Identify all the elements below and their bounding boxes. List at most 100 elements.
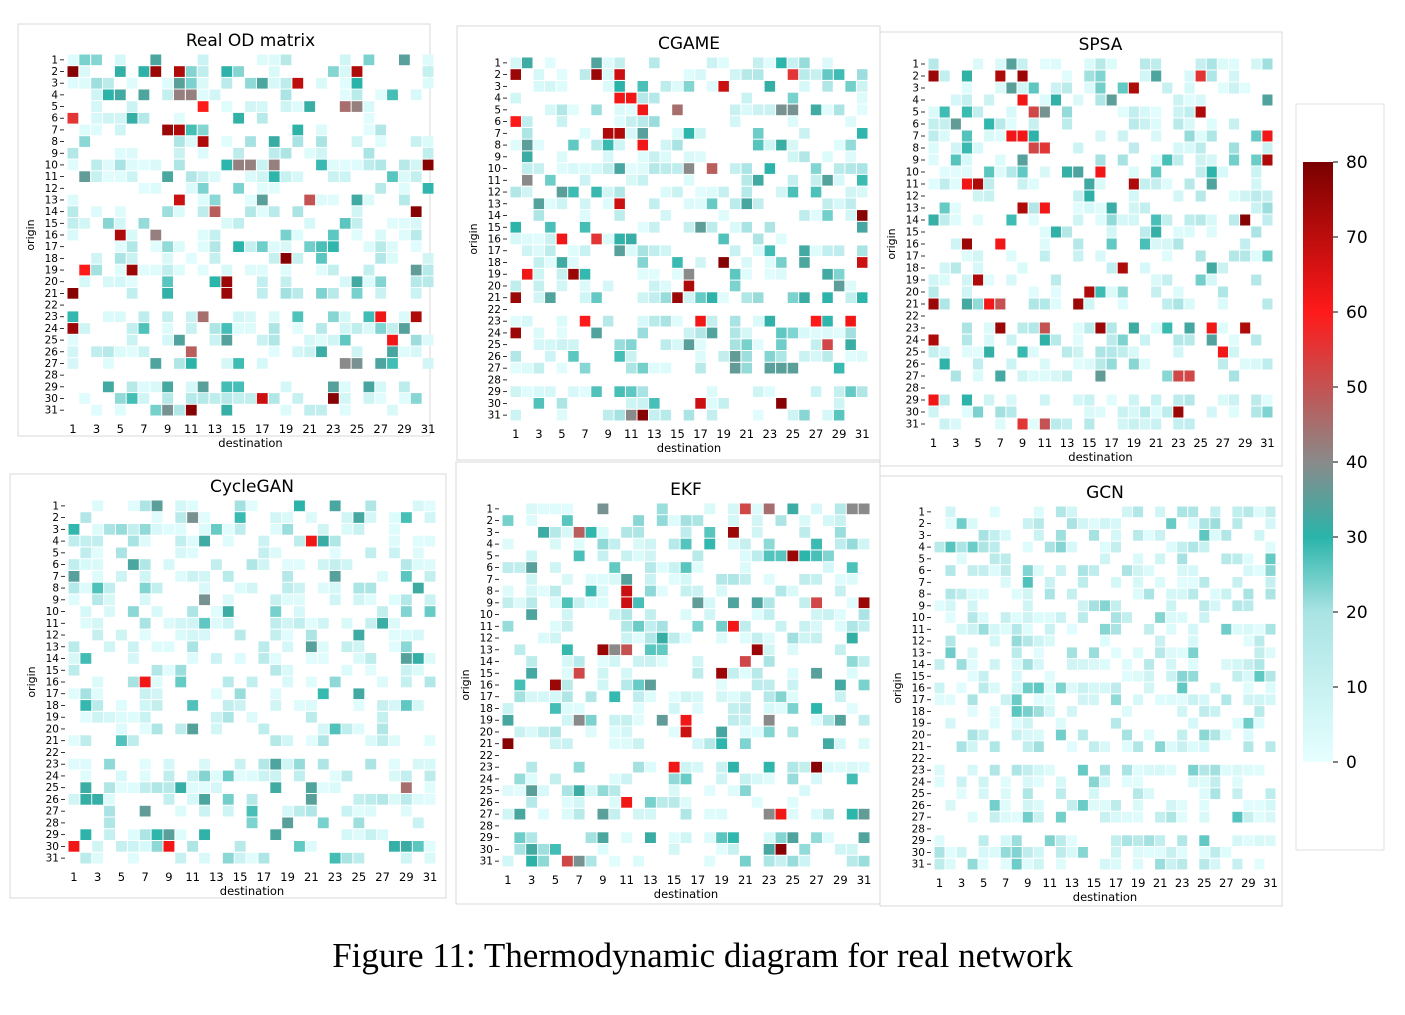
heatmap-cell [961, 130, 972, 142]
heatmap-cell [1033, 858, 1044, 870]
heatmap-cell [104, 817, 115, 829]
heatmap-cell [234, 841, 246, 852]
heatmap-cell [209, 194, 221, 206]
heatmap-cell [1243, 659, 1254, 670]
heatmap-cell [510, 116, 521, 127]
x-tick-label: 23 [326, 422, 341, 436]
x-tick-label: 7 [1002, 876, 1009, 890]
heatmap-cell [728, 527, 739, 538]
heatmap-cell [104, 606, 115, 617]
heatmap-cell [353, 688, 365, 700]
heatmap-cell [533, 245, 545, 257]
heatmap-cell [1133, 565, 1144, 576]
heatmap-cell [1022, 764, 1033, 776]
heatmap-cell [316, 253, 327, 264]
heatmap-cell [163, 559, 175, 570]
x-tick-label: 11 [1043, 876, 1058, 890]
heatmap-cell [522, 139, 533, 151]
heatmap-cell [822, 174, 833, 186]
heatmap-cell [626, 233, 637, 245]
heatmap-cell [292, 323, 304, 334]
heatmap-cell [151, 606, 163, 617]
heatmap-cell [199, 805, 210, 817]
heatmap-cell [1184, 322, 1195, 334]
heatmap-cell [412, 547, 424, 559]
heatmap-cell [1000, 811, 1011, 823]
heatmap-cell [978, 847, 989, 858]
heatmap-cell [245, 206, 256, 217]
y-tick-label: 18 [488, 257, 501, 269]
heatmap-cell [556, 257, 568, 268]
heatmap-cell [280, 101, 292, 112]
heatmap-cell [67, 311, 79, 323]
heatmap-cell [799, 257, 810, 268]
heatmap-cell [138, 66, 150, 77]
x-tick-label: 25 [786, 873, 801, 887]
heatmap-cell [741, 339, 752, 350]
heatmap-cell [268, 253, 280, 264]
y-tick-label: 27 [912, 812, 925, 824]
heatmap-cell [422, 136, 434, 147]
heatmap-cell [1195, 130, 1206, 142]
heatmap-cell [199, 535, 210, 547]
heatmap-cell [1232, 553, 1243, 565]
heatmap-cell [956, 588, 967, 600]
x-tick-label: 9 [165, 870, 172, 884]
heatmap-cell [1155, 835, 1166, 846]
heatmap-cell [400, 676, 412, 688]
heatmap-cell [1199, 858, 1210, 870]
heatmap-cell [1066, 588, 1077, 600]
heatmap-cell [857, 245, 868, 257]
heatmap-cell [1066, 623, 1077, 635]
heatmap-cell [728, 761, 739, 773]
heatmap-cell [1050, 94, 1061, 106]
heatmap-cell [502, 785, 514, 796]
heatmap-cell [305, 735, 317, 746]
heatmap-cell [1166, 659, 1177, 670]
heatmap-cell [799, 81, 810, 92]
y-tick-label: 9 [486, 597, 493, 609]
heatmap-cell [175, 782, 187, 793]
x-tick-label: 19 [280, 870, 295, 884]
heatmap-cell [967, 623, 978, 635]
heatmap-cell [268, 183, 280, 194]
heatmap-cell [400, 559, 412, 570]
heatmap-cell [127, 782, 139, 793]
heatmap-cell [545, 245, 556, 257]
heatmap-cell [127, 841, 139, 852]
heatmap-cell [1166, 600, 1177, 612]
heatmap-cell [233, 66, 244, 77]
heatmap-cell [633, 538, 644, 550]
heatmap-cell [626, 128, 637, 139]
heatmap-cell [1155, 858, 1166, 870]
heatmap-cell [410, 171, 422, 182]
heatmap-cell [91, 264, 102, 276]
heatmap-cell [741, 257, 752, 268]
heatmap-cell [365, 512, 377, 523]
heatmap-cell [538, 855, 549, 867]
heatmap-cell [633, 714, 644, 726]
heatmap-cell [526, 609, 538, 620]
heatmap-cell [209, 229, 221, 241]
heatmap-cell [80, 688, 92, 700]
heatmap-cell [751, 597, 763, 609]
heatmap-cell [787, 797, 799, 808]
heatmap-cell [294, 700, 305, 711]
heatmap-cell [716, 679, 728, 691]
heatmap-cell [1033, 800, 1044, 811]
y-tick-label: 25 [906, 347, 919, 359]
heatmap-cell [1140, 178, 1151, 190]
heatmap-cell [989, 800, 1000, 811]
heatmap-cell [1184, 142, 1195, 154]
panel-title: SPSA [1079, 35, 1123, 55]
heatmap-cell [67, 194, 79, 206]
heatmap-cell [763, 644, 775, 656]
heatmap-cell [787, 503, 799, 515]
heatmap-cell [1206, 118, 1217, 130]
heatmap-cell [1155, 612, 1166, 623]
heatmap-cell [68, 594, 80, 606]
heatmap-cell [1155, 553, 1166, 565]
heatmap-cell [561, 644, 573, 656]
heatmap-cell [626, 398, 637, 409]
heatmap-cell [1017, 166, 1028, 178]
